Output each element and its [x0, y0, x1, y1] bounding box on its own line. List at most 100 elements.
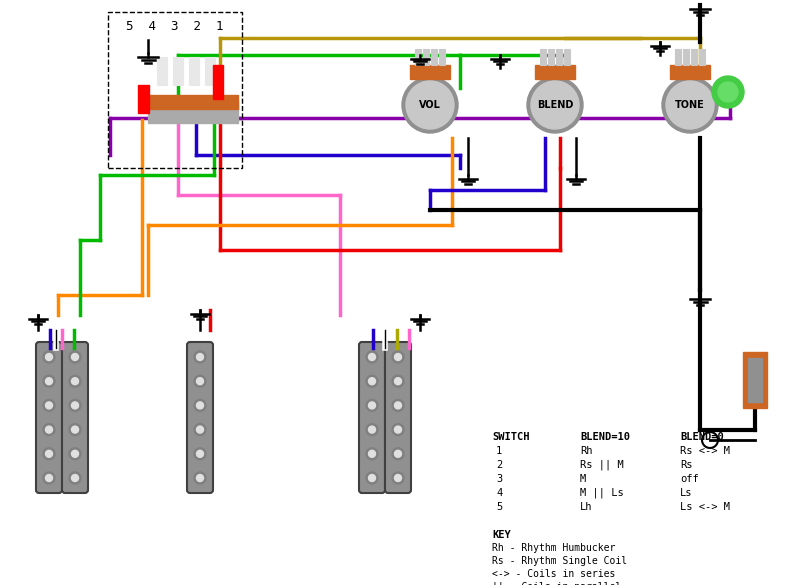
Circle shape: [69, 448, 81, 460]
Circle shape: [531, 81, 579, 129]
Circle shape: [395, 450, 401, 457]
Circle shape: [366, 448, 378, 460]
Text: TONE: TONE: [675, 100, 705, 110]
Circle shape: [712, 76, 744, 108]
Circle shape: [43, 351, 55, 363]
Bar: [148, 101, 238, 123]
FancyBboxPatch shape: [36, 342, 62, 493]
Circle shape: [43, 375, 55, 387]
Circle shape: [368, 402, 375, 409]
Bar: [173, 57, 183, 85]
Text: Rs: Rs: [680, 460, 692, 470]
Text: 5  4  3  2  1: 5 4 3 2 1: [126, 20, 224, 33]
Text: 2: 2: [496, 460, 502, 470]
Circle shape: [368, 450, 375, 457]
Bar: [535, 65, 575, 79]
Circle shape: [46, 353, 53, 360]
Text: Rh: Rh: [580, 446, 593, 456]
Text: KEY: KEY: [492, 530, 511, 540]
Circle shape: [194, 448, 206, 460]
Circle shape: [69, 424, 81, 436]
Circle shape: [71, 474, 79, 481]
Circle shape: [69, 351, 81, 363]
Circle shape: [46, 450, 53, 457]
Text: 1: 1: [496, 446, 502, 456]
Circle shape: [662, 77, 718, 133]
Circle shape: [196, 474, 203, 481]
Circle shape: [392, 448, 404, 460]
Text: BLEND=0: BLEND=0: [680, 432, 724, 442]
Bar: [439, 49, 445, 65]
Circle shape: [43, 424, 55, 436]
Text: Rs <-> M: Rs <-> M: [680, 446, 730, 456]
Circle shape: [395, 474, 401, 481]
Text: Ls: Ls: [680, 488, 692, 498]
Circle shape: [71, 378, 79, 385]
Circle shape: [194, 472, 206, 484]
Circle shape: [194, 424, 206, 436]
Circle shape: [395, 402, 401, 409]
Text: Lh: Lh: [580, 502, 593, 512]
Circle shape: [392, 375, 404, 387]
Circle shape: [69, 472, 81, 484]
Text: M: M: [580, 474, 586, 484]
Text: M || Ls: M || Ls: [580, 488, 624, 498]
Text: 3: 3: [496, 474, 502, 484]
Bar: [548, 49, 554, 65]
Circle shape: [402, 77, 458, 133]
Circle shape: [71, 450, 79, 457]
Bar: [691, 49, 697, 65]
FancyBboxPatch shape: [62, 342, 88, 493]
Bar: [564, 49, 570, 65]
Circle shape: [527, 77, 583, 133]
Circle shape: [46, 426, 53, 433]
Bar: [423, 49, 429, 65]
Text: Ls <-> M: Ls <-> M: [680, 502, 730, 512]
Circle shape: [366, 472, 378, 484]
Circle shape: [43, 448, 55, 460]
Bar: [410, 65, 450, 79]
Circle shape: [196, 450, 203, 457]
Bar: [699, 49, 705, 65]
Bar: [189, 57, 199, 85]
Text: Rs || M: Rs || M: [580, 460, 624, 470]
Circle shape: [366, 400, 378, 411]
Circle shape: [406, 81, 454, 129]
Text: Rh - Rhythm Humbucker: Rh - Rhythm Humbucker: [492, 543, 615, 553]
Text: off: off: [680, 474, 699, 484]
Bar: [675, 49, 681, 65]
Circle shape: [395, 378, 401, 385]
Text: || - Coils in parallel: || - Coils in parallel: [492, 582, 621, 585]
Circle shape: [368, 474, 375, 481]
Circle shape: [71, 402, 79, 409]
Text: 4: 4: [496, 488, 502, 498]
Circle shape: [718, 82, 738, 102]
Circle shape: [395, 353, 401, 360]
Bar: [748, 358, 762, 402]
Bar: [431, 49, 437, 65]
Bar: [205, 57, 215, 85]
Bar: [415, 49, 421, 65]
Circle shape: [46, 378, 53, 385]
Circle shape: [392, 400, 404, 411]
Text: <-> - Coils in series: <-> - Coils in series: [492, 569, 615, 579]
Bar: [213, 65, 223, 99]
Circle shape: [43, 472, 55, 484]
Bar: [670, 65, 710, 79]
Circle shape: [196, 378, 203, 385]
Bar: [683, 49, 689, 65]
Circle shape: [194, 375, 206, 387]
Circle shape: [43, 400, 55, 411]
Circle shape: [366, 424, 378, 436]
Circle shape: [368, 426, 375, 433]
Circle shape: [69, 400, 81, 411]
Circle shape: [395, 426, 401, 433]
Circle shape: [392, 424, 404, 436]
Circle shape: [196, 402, 203, 409]
Circle shape: [46, 474, 53, 481]
FancyBboxPatch shape: [359, 342, 385, 493]
Bar: [148, 95, 238, 109]
Circle shape: [71, 426, 79, 433]
Circle shape: [368, 378, 375, 385]
Circle shape: [666, 81, 714, 129]
